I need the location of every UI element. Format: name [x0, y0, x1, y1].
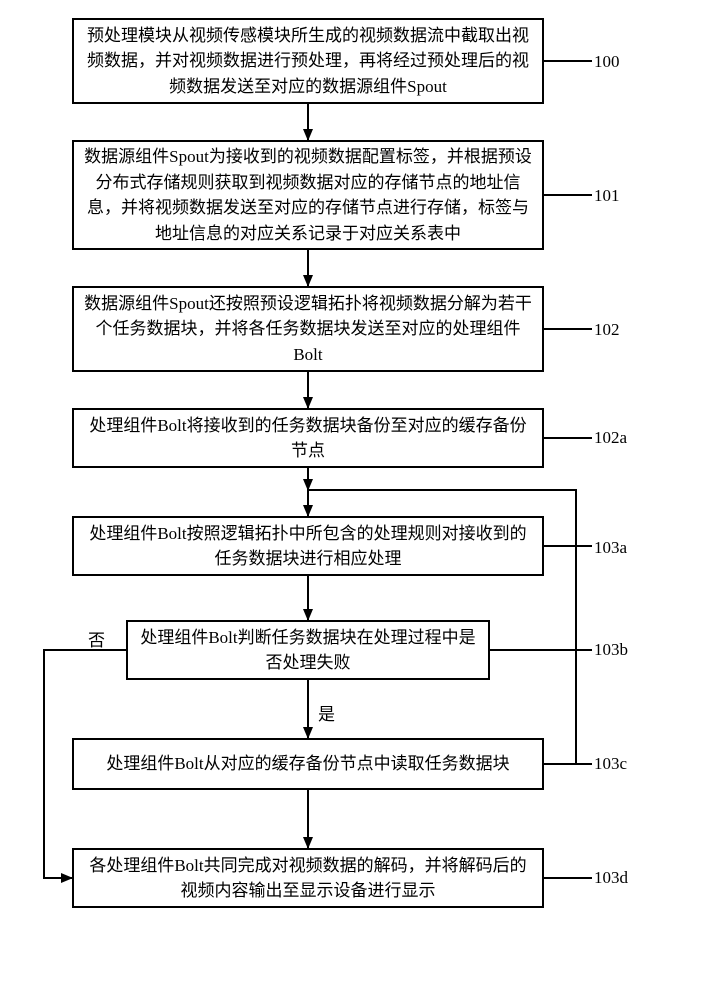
label-103b: 103b: [594, 640, 628, 660]
step-102: 数据源组件Spout还按照预设逻辑拓扑将视频数据分解为若干个任务数据块，并将各任…: [72, 286, 544, 372]
step-102a: 处理组件Bolt将接收到的任务数据块备份至对应的缓存备份节点: [72, 408, 544, 468]
label-103a: 103a: [594, 538, 627, 558]
step-103d: 各处理组件Bolt共同完成对视频数据的解码，并将解码后的视频内容输出至显示设备进…: [72, 848, 544, 908]
label-103c: 103c: [594, 754, 627, 774]
step-103c: 处理组件Bolt从对应的缓存备份节点中读取任务数据块: [72, 738, 544, 790]
step-103a: 处理组件Bolt按照逻辑拓扑中所包含的处理规则对接收到的任务数据块进行相应处理: [72, 516, 544, 576]
edge-label-yes: 是: [318, 700, 335, 725]
label-102: 102: [594, 320, 620, 340]
label-101: 101: [594, 186, 620, 206]
edge-label-no: 否: [88, 626, 105, 651]
step-100: 预处理模块从视频传感模块所生成的视频数据流中截取出视频数据，并对视频数据进行预处…: [72, 18, 544, 104]
step-103b: 处理组件Bolt判断任务数据块在处理过程中是否处理失败: [126, 620, 490, 680]
step-101: 数据源组件Spout为接收到的视频数据配置标签，并根据预设分布式存储规则获取到视…: [72, 140, 544, 250]
label-103d: 103d: [594, 868, 628, 888]
label-102a: 102a: [594, 428, 627, 448]
label-100: 100: [594, 52, 620, 72]
